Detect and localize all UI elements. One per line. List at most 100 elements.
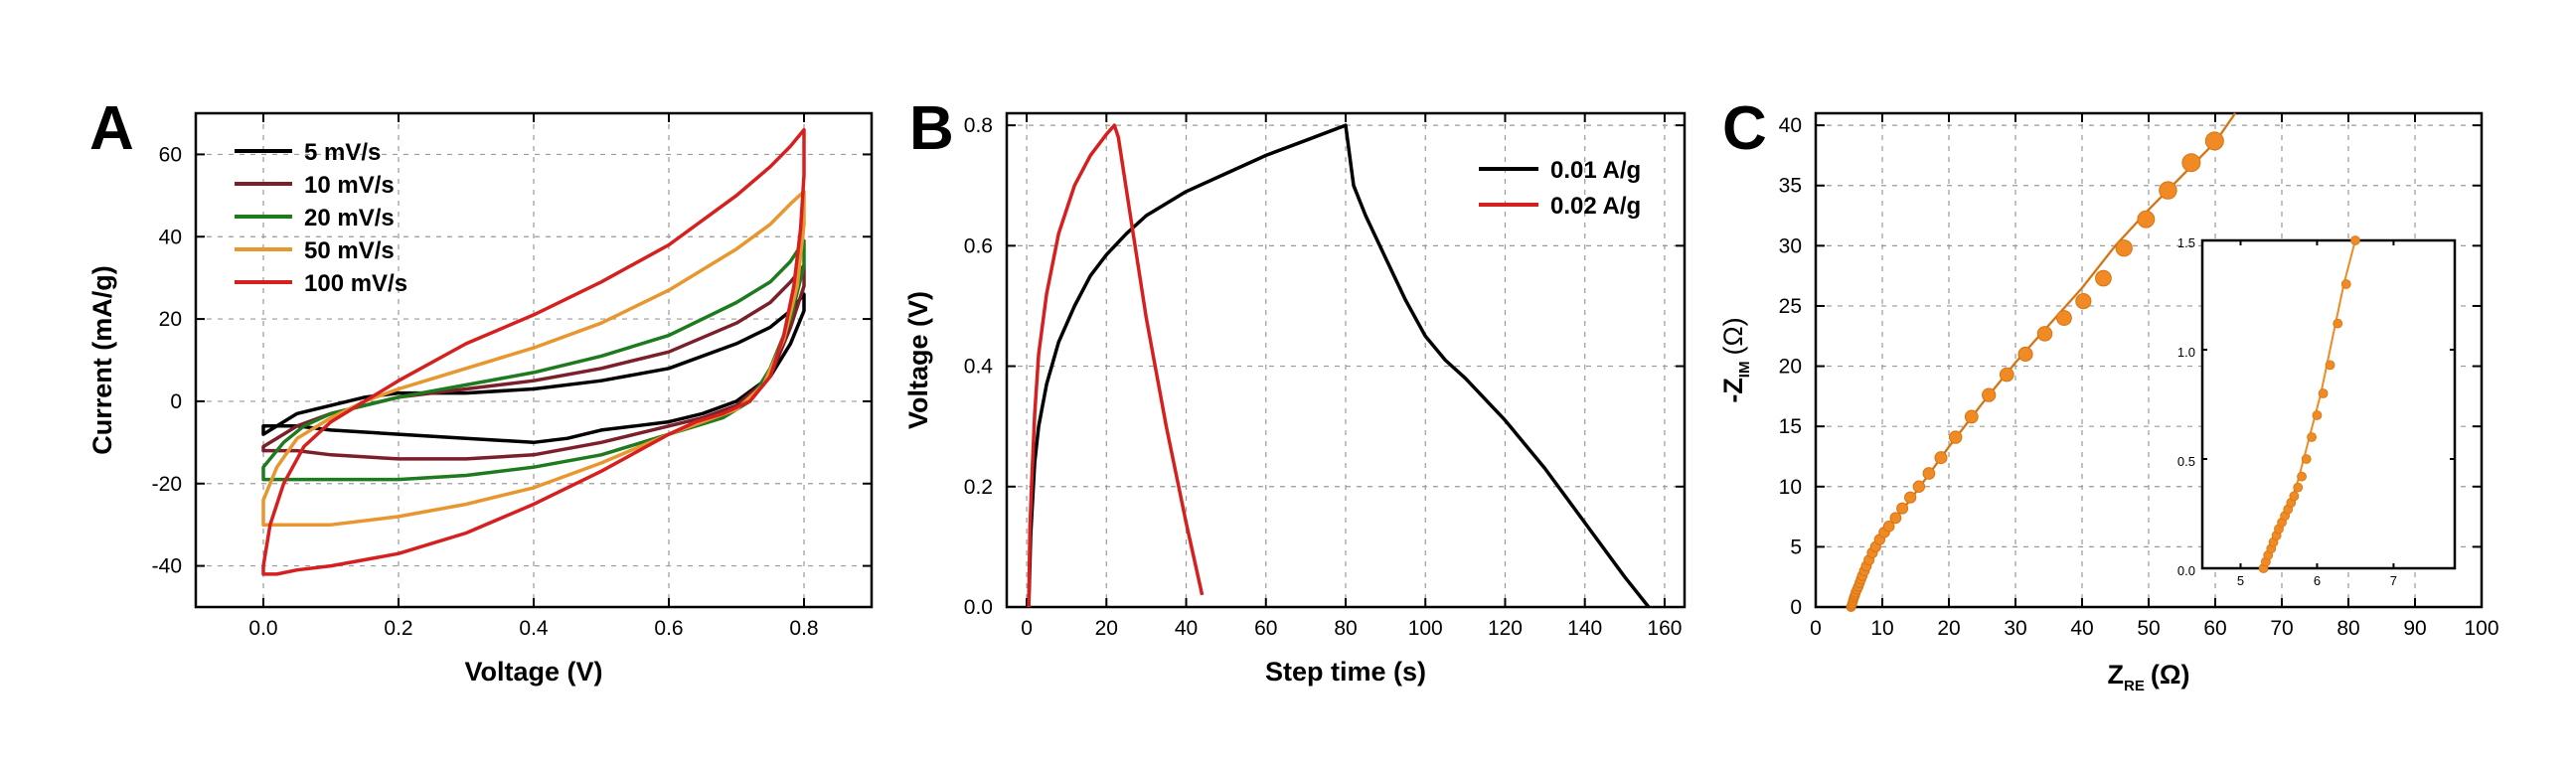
- y-tick-label-1: -20: [152, 473, 182, 496]
- y-tick-label-8: 40: [1779, 114, 1802, 137]
- y-tick-label-7: 35: [1779, 175, 1802, 198]
- y-tick-label-2: 10: [1779, 476, 1802, 499]
- y-tick-label-3: 0.6: [964, 234, 993, 257]
- panel-a-cv-chart: 0.0 0.2 0.4 0.6 0.8 -40 -20 0 20 40 60 5 mV/s 10 mV/…: [87, 111, 874, 687]
- cv-curve-4: [261, 127, 806, 576]
- x-tick-label-7: 140: [1567, 617, 1602, 640]
- gcd-curve-0: [1027, 123, 1651, 609]
- inset-point-11: [2289, 491, 2300, 502]
- nyquist-point-25: [1922, 467, 1936, 480]
- inset-point-16: [2312, 410, 2323, 420]
- nyquist-point-37: [2137, 210, 2156, 229]
- legend-label-1: 10 mV/s: [304, 172, 395, 199]
- y-axis-title: Voltage (V): [903, 291, 933, 429]
- inset-x-tick-label-0: 5: [2237, 573, 2244, 588]
- nyquist-point-26: [1934, 451, 1948, 465]
- panel-letter-a: A: [89, 94, 134, 163]
- x-tick-label-6: 60: [2203, 617, 2226, 640]
- x-axis-title-unit: (Ω): [2151, 660, 2190, 689]
- inset-plot-frame: [2200, 238, 2457, 570]
- inset-point-13: [2297, 471, 2307, 482]
- y-tick-label-4: 20: [1779, 356, 1802, 379]
- inset-y-tick-label-0: 0.0: [2177, 563, 2195, 578]
- gcd-curve-1: [1027, 123, 1205, 608]
- x-tick-label-2: 40: [1175, 617, 1198, 640]
- inset-point-21: [2350, 235, 2360, 245]
- x-tick-label-3: 60: [1254, 617, 1277, 640]
- nyquist-point-27: [1948, 430, 1963, 444]
- y-tick-label-6: 30: [1779, 234, 1802, 257]
- x-tick-label-10: 100: [2464, 617, 2498, 640]
- nyquist-point-32: [2036, 326, 2053, 342]
- legend-label-0: 0.01 A/g: [1550, 157, 1641, 184]
- x-tick-label-7: 70: [2270, 617, 2293, 640]
- y-axis-title: -ZIM (Ω): [1718, 317, 1753, 402]
- inset-background: [2202, 240, 2455, 568]
- x-tick-label-3: 0.6: [654, 617, 683, 640]
- y-axis-title-main: -Z: [1718, 378, 1748, 402]
- x-tick-label-0: 0.0: [248, 617, 277, 640]
- nyquist-point-24: [1912, 480, 1926, 493]
- x-tick-label-0: 0: [1810, 617, 1822, 640]
- y-tick-label-0: 0: [1790, 596, 1802, 619]
- x-tick-label-1: 10: [1870, 617, 1893, 640]
- x-tick-label-5: 100: [1408, 617, 1443, 640]
- x-tick-label-8: 80: [2336, 617, 2359, 640]
- x-tick-label-4: 80: [1334, 617, 1357, 640]
- nyquist-point-29: [1982, 387, 1997, 402]
- y-tick-label-3: 15: [1779, 415, 1802, 438]
- nyquist-point-23: [1904, 491, 1917, 504]
- legend-label-0: 5 mV/s: [304, 139, 381, 166]
- nyquist-line-core: [1851, 112, 2236, 608]
- x-tick-label-1: 0.2: [384, 617, 412, 640]
- nyquist-point-31: [2017, 346, 2033, 363]
- y-axis-title: Current (mA/g): [87, 265, 117, 455]
- x-tick-label-9: 90: [2403, 617, 2426, 640]
- y-axis-title-sub: IM: [1736, 362, 1753, 379]
- y-tick-label-2: 0.4: [964, 356, 994, 379]
- inset-x-tick-label-2: 7: [2390, 573, 2397, 588]
- inset-point-17: [2318, 388, 2329, 398]
- legend-label-3: 50 mV/s: [304, 237, 395, 264]
- x-tick-label-2: 0.4: [519, 617, 549, 640]
- legend-label-4: 100 mV/s: [304, 270, 407, 297]
- panel-c-nyquist-chart: 0 10 20 30 40 50 60 70 80 90 100 0 5 10 15 20 25 30 35 40 5 6…: [1718, 111, 2499, 694]
- nyquist-point-38: [2159, 181, 2177, 200]
- x-tick-label-4: 0.8: [789, 617, 818, 640]
- nyquist-point-36: [2115, 239, 2133, 257]
- inset-y-tick-label-1: 0.5: [2177, 454, 2195, 469]
- x-axis-title: Voltage (V): [464, 657, 602, 687]
- x-tick-label-3: 30: [2004, 617, 2026, 640]
- panel-letter-b: B: [909, 94, 954, 163]
- legend-label-1: 0.02 A/g: [1550, 193, 1641, 220]
- cv-curve-1: [261, 263, 806, 461]
- y-tick-label-0: 0.0: [964, 596, 993, 619]
- y-axis-title-unit: (Ω): [1718, 317, 1748, 355]
- cv-curve-3: [261, 189, 806, 527]
- y-tick-label-4: 0.8: [964, 114, 993, 137]
- nyquist-point-40: [2204, 131, 2224, 151]
- legend-label-2: 20 mV/s: [304, 205, 395, 231]
- inset-point-20: [2340, 279, 2351, 289]
- inset-point-18: [2325, 360, 2335, 371]
- y-tick-label-1: 5: [1790, 536, 1802, 558]
- x-tick-label-1: 20: [1095, 617, 1118, 640]
- x-axis-title: ZRE (Ω): [2108, 660, 2190, 694]
- y-tick-label-2: 0: [170, 390, 182, 413]
- inset-y-tick-label-3: 1.5: [2177, 235, 2195, 250]
- nyquist-point-21: [1889, 512, 1902, 525]
- y-tick-label-3: 20: [159, 308, 182, 331]
- nyquist-point-20: [1882, 520, 1895, 533]
- nyquist-line: [1850, 112, 2237, 608]
- inset-y-tick-label-2: 1.0: [2177, 345, 2195, 360]
- panel-b-gcd-chart: 0 20 40 60 80 100 120 140 160 0.0 0.2 0.4 0.6 0.8 0.01…: [903, 111, 1687, 687]
- x-axis-title-sub: RE: [2124, 678, 2145, 694]
- x-tick-label-2: 20: [1937, 617, 1960, 640]
- inset-point-19: [2333, 318, 2343, 329]
- nyquist-point-22: [1896, 502, 1909, 515]
- nyquist-point-35: [2095, 269, 2112, 287]
- y-tick-label-4: 40: [159, 226, 182, 248]
- x-axis-title: Step time (s): [1265, 657, 1426, 687]
- x-tick-label-8: 160: [1647, 617, 1682, 640]
- y-tick-label-5: 25: [1779, 295, 1802, 318]
